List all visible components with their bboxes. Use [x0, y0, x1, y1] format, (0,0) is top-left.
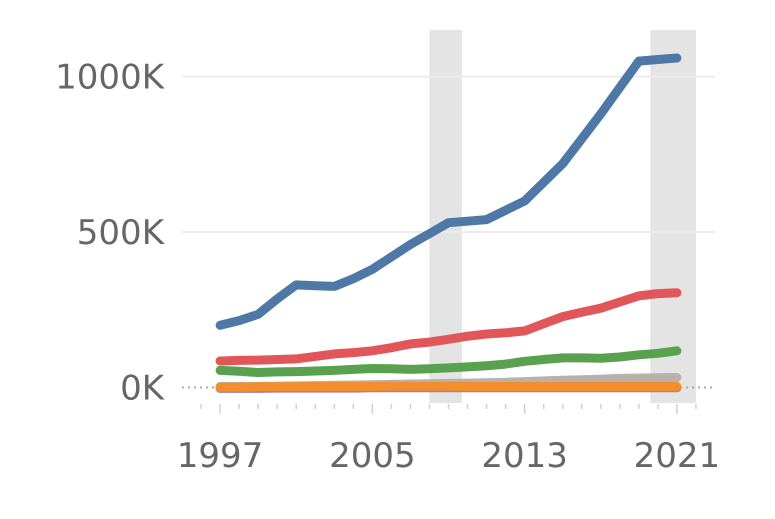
series-line-5: [215, 381, 682, 392]
shaded-period-1: [650, 30, 696, 403]
x-tick-label-3: 2021: [634, 436, 721, 476]
shaded-periods: [429, 30, 696, 403]
y-tick-label-0: 1000K: [55, 58, 166, 98]
x-axis-tick-labels: 1997 2005 2013 2021: [177, 436, 720, 476]
x-tick-label-2: 2013: [481, 436, 568, 476]
y-axis-tick-labels: 1000K 500K 0K: [55, 58, 166, 409]
shaded-period-0: [429, 30, 462, 403]
x-tick-label-0: 1997: [177, 436, 264, 476]
x-axis: [200, 404, 697, 414]
series-line-1: [215, 288, 682, 366]
x-tick-label-1: 2005: [329, 436, 416, 476]
y-tick-label-2: 0K: [120, 368, 166, 408]
y-tick-label-1: 500K: [77, 213, 166, 253]
series-line-0: [215, 53, 682, 330]
series-line-2: [215, 346, 682, 377]
series-lines: [215, 53, 682, 393]
